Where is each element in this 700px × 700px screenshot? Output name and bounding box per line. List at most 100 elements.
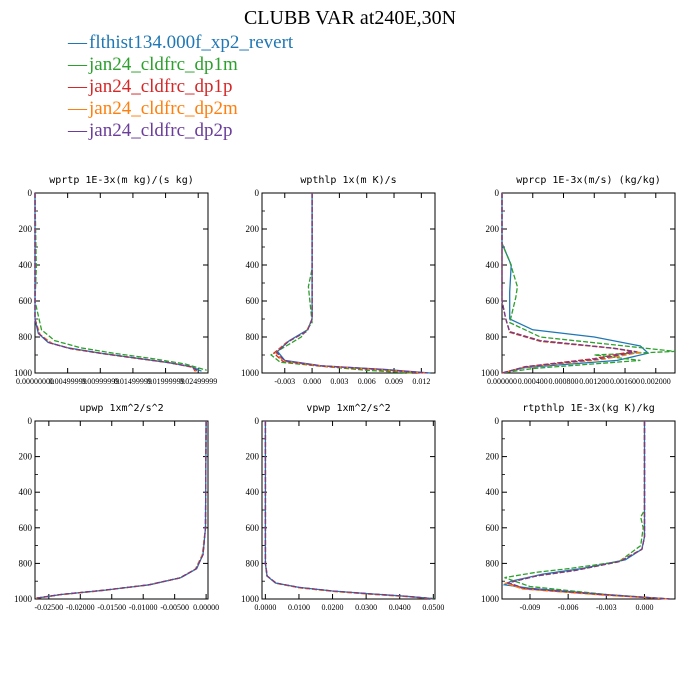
x-tick-label: -0.01000 [129, 603, 158, 612]
x-tick-label: 0.00000 [193, 603, 219, 612]
series-line [264, 421, 434, 600]
y-tick-label: 600 [486, 296, 500, 306]
y-tick-label: 1000 [14, 594, 33, 604]
legend-item: — jan24_cldfrc_dp1p [68, 76, 293, 98]
x-tick-label: 0.0500 [422, 603, 444, 612]
x-tick-label: 0.00999999 [81, 377, 119, 386]
x-tick-label: 0.01999999 [147, 377, 185, 386]
chart-title: upwp 1xm^2/s^2 [79, 403, 163, 414]
x-tick-label: 0.000800 [549, 377, 579, 386]
y-tick-label: 400 [19, 487, 33, 497]
series-line [36, 420, 207, 599]
y-tick-label: 1000 [241, 368, 260, 378]
chart-panel: wprtp 1E-3x(m kg)/(s kg) 0 200 400 600 800 100… [14, 175, 217, 386]
legend-line-icon: — [68, 76, 87, 97]
series-line [264, 421, 433, 600]
series-line [501, 193, 637, 374]
y-tick-label: 0 [28, 188, 33, 198]
x-tick-label: 0.00499999 [49, 377, 87, 386]
series-line [275, 193, 428, 374]
series-line [269, 193, 413, 374]
chart-panel: wpthlp 1x(m K)/s 0 200 400 600 800 1000 -0.003 0… [241, 175, 436, 386]
series-line [506, 421, 670, 600]
legend-label: jan24_cldfrc_dp1m [89, 54, 238, 75]
series-line [504, 421, 670, 600]
y-tick-label: 600 [19, 523, 33, 533]
legend-item: — jan24_cldfrc_dp1m [68, 54, 293, 76]
series-line [34, 193, 202, 372]
x-tick-label: -0.003 [596, 603, 617, 612]
y-tick-label: 400 [486, 260, 500, 270]
y-tick-label: 0 [495, 188, 500, 198]
x-tick-label: -0.00500 [160, 603, 189, 612]
chart-title: wprtp 1E-3x(m kg)/(s kg) [49, 175, 194, 186]
legend-label: jan24_cldfrc_dp2m [89, 98, 238, 119]
y-tick-label: 0 [255, 416, 260, 426]
series-line [274, 193, 426, 374]
plot-frame [501, 420, 676, 600]
series-line [504, 421, 670, 600]
x-tick-label: -0.02500 [35, 603, 64, 612]
legend-label: jan24_cldfrc_dp2p [89, 120, 233, 141]
y-tick-label: 0 [495, 416, 500, 426]
y-tick-label: 0 [255, 188, 260, 198]
y-tick-label: 0 [28, 416, 33, 426]
chart-panel: rtpthlp 1E-3x(kg K)/kg 0 200 400 600 800 1000 -… [481, 403, 676, 612]
legend-line-icon: — [68, 120, 87, 141]
y-tick-label: 1000 [14, 368, 33, 378]
y-tick-label: 200 [19, 224, 33, 234]
y-tick-label: 200 [246, 224, 260, 234]
plot-frame [261, 192, 436, 374]
y-tick-label: 200 [486, 452, 500, 462]
x-tick-label: 0.000400 [518, 377, 548, 386]
x-tick-label: 0.003 [330, 377, 348, 386]
x-tick-label: 0.02499999 [179, 377, 217, 386]
series-line [264, 421, 434, 600]
legend-line-icon: — [68, 98, 87, 119]
y-tick-label: 800 [19, 558, 33, 568]
page-title: CLUBB VAR at240E,30N [243, 7, 457, 29]
y-tick-label: 400 [246, 260, 260, 270]
chart-title: vpwp 1xm^2/s^2 [306, 403, 390, 414]
x-tick-label: 0.012 [412, 377, 430, 386]
x-tick-label: 0.01499999 [114, 377, 152, 386]
y-tick-label: 800 [486, 558, 500, 568]
series-line [501, 193, 650, 374]
legend-line-icon: — [68, 54, 87, 75]
x-tick-label: 0.006 [358, 377, 376, 386]
legend-label: jan24_cldfrc_dp1p [89, 76, 233, 97]
x-tick-label: 0.0300 [355, 603, 377, 612]
plot-frame [261, 420, 436, 600]
chart-title: rtpthlp 1E-3x(kg K)/kg [522, 403, 654, 414]
y-tick-label: 800 [19, 332, 33, 342]
series-line [34, 193, 196, 372]
y-tick-label: 200 [246, 452, 260, 462]
y-tick-label: 600 [19, 296, 33, 306]
chart-panel: upwp 1xm^2/s^202004006008001000-0.02500-… [14, 403, 219, 612]
series-line [34, 193, 199, 372]
series-line [276, 193, 431, 374]
y-tick-label: 600 [486, 523, 500, 533]
x-tick-label: -0.02000 [66, 603, 95, 612]
chart-panel: wprcp 1E-3x(m/s) (kg/kg) 0 200 400 600 800 100… [481, 175, 676, 386]
series-line [501, 193, 676, 374]
legend-item: — jan24_cldfrc_dp2p [68, 120, 293, 142]
y-tick-label: 800 [486, 332, 500, 342]
series-line [37, 420, 207, 599]
series-line [34, 192, 207, 371]
series-line [503, 421, 670, 600]
series-line [35, 420, 207, 599]
y-tick-label: 400 [19, 260, 33, 270]
chart-title: wpthlp 1x(m K)/s [300, 175, 396, 186]
series-line [264, 421, 432, 600]
x-tick-label: -0.006 [558, 603, 579, 612]
chart-title: wprcp 1E-3x(m/s) (kg/kg) [516, 175, 661, 186]
y-tick-label: 400 [486, 487, 500, 497]
y-tick-label: 800 [246, 332, 260, 342]
y-tick-label: 1000 [481, 368, 500, 378]
x-tick-label: 0.002000 [641, 377, 671, 386]
plot-frame [34, 420, 209, 600]
series-line [36, 420, 207, 599]
series-line [264, 421, 433, 600]
